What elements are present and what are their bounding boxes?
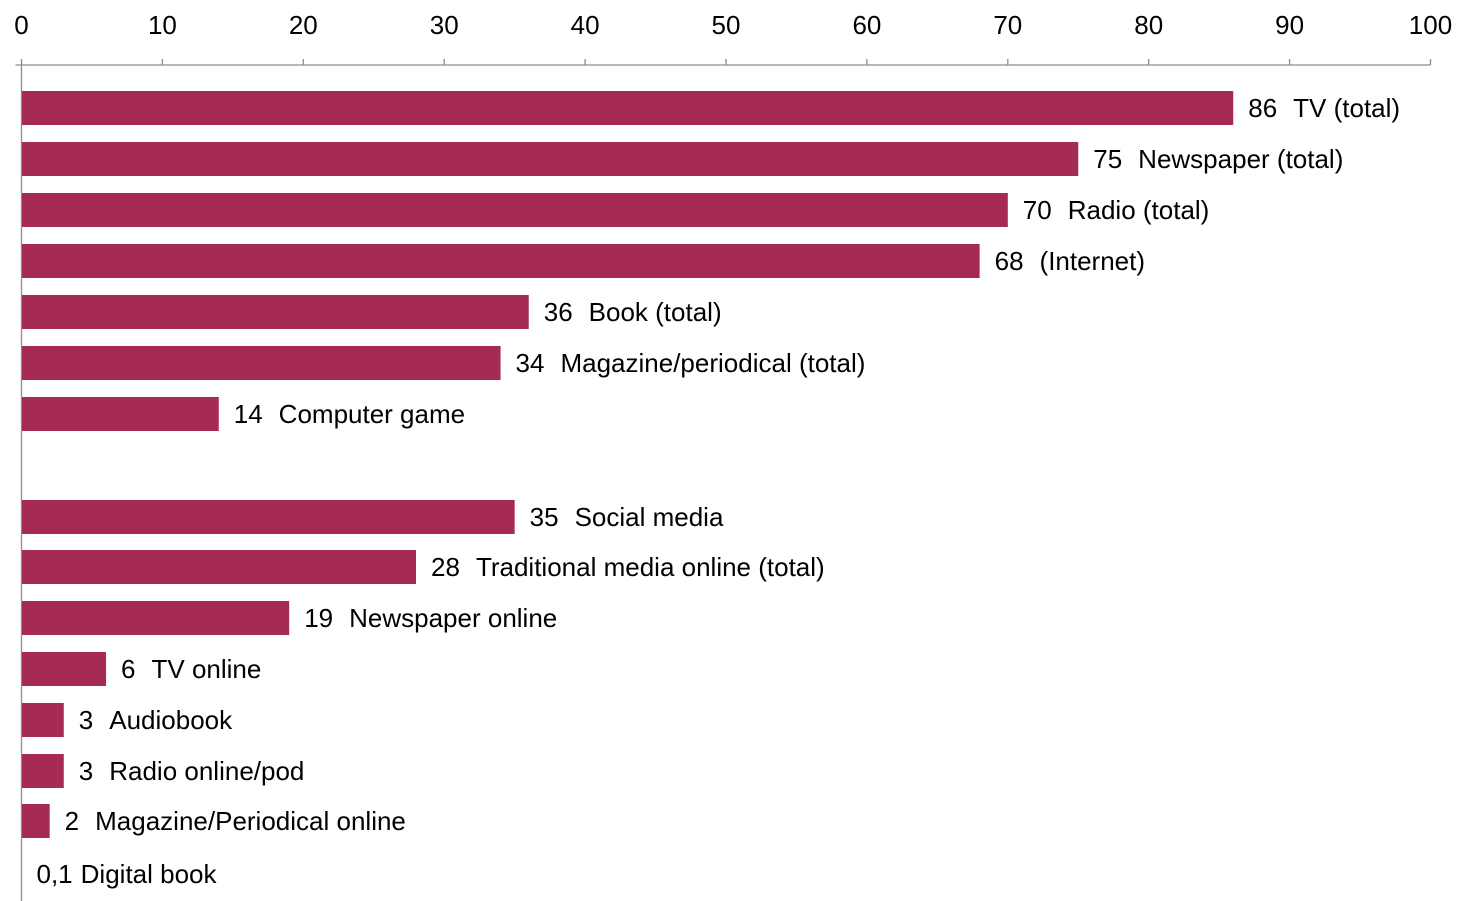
bar <box>22 244 980 278</box>
bar-category-label: Magazine/Periodical online <box>95 806 406 836</box>
bar <box>22 703 64 737</box>
bar-value-label: 36 <box>544 297 573 327</box>
bar-value-label: 68 <box>995 246 1024 276</box>
x-tick-label: 60 <box>852 10 881 40</box>
bar-category-label: Newspaper online <box>349 603 557 633</box>
x-tick-label: 50 <box>712 10 741 40</box>
bar-value-label: 14 <box>234 399 263 429</box>
x-axis: 0 10 20 30 40 50 60 70 80 90 100 <box>14 10 1452 901</box>
bar-category-label: Social media <box>575 502 724 532</box>
bar <box>22 804 50 838</box>
x-tick-label: 40 <box>571 10 600 40</box>
bar-category-label: TV (total) <box>1293 93 1400 123</box>
bar-value-label: 70 <box>1023 195 1052 225</box>
bar <box>22 346 501 380</box>
bar-labels: 86 TV (total) 75 Newspaper (total) 70 Radio (… <box>37 93 1401 889</box>
bar-category-label: Traditional media online (total) <box>476 552 825 582</box>
bar <box>22 142 1079 176</box>
bar-value-label: 19 <box>304 603 333 633</box>
bar-value-label: 0,1 <box>37 859 73 889</box>
bar <box>22 295 529 329</box>
bar-category-label: Computer game <box>279 399 465 429</box>
bar <box>22 193 1008 227</box>
bar-category-label: TV online <box>152 654 262 684</box>
bar <box>22 601 290 635</box>
bar-category-label: Digital book <box>81 859 218 889</box>
bar-value-label: 2 <box>65 806 79 836</box>
bar-value-label: 28 <box>431 552 460 582</box>
bar <box>22 550 417 584</box>
x-tick-label: 90 <box>1275 10 1304 40</box>
bar-category-label: Audiobook <box>109 705 233 735</box>
bar-category-label: Magazine/periodical (total) <box>560 348 865 378</box>
bar-value-label: 75 <box>1093 144 1122 174</box>
bar <box>22 500 515 534</box>
bar-category-label: Radio (total) <box>1068 195 1210 225</box>
x-tick-label: 0 <box>14 10 28 40</box>
x-tick-label: 20 <box>289 10 318 40</box>
bar <box>22 754 64 788</box>
bar-value-label: 3 <box>79 705 93 735</box>
bar-value-label: 6 <box>121 654 135 684</box>
x-tick-label: 30 <box>430 10 459 40</box>
bar-value-label: 3 <box>79 756 93 786</box>
x-tick-label: 100 <box>1409 10 1452 40</box>
x-tick-label: 10 <box>148 10 177 40</box>
x-tick-label: 70 <box>993 10 1022 40</box>
bar-category-label: Book (total) <box>589 297 722 327</box>
bar-category-label: Radio online/pod <box>109 756 304 786</box>
bar <box>22 91 1234 125</box>
bar <box>22 397 219 431</box>
bar-category-label: (Internet) <box>1040 246 1146 276</box>
bar-value-label: 86 <box>1248 93 1277 123</box>
x-tick-label: 80 <box>1134 10 1163 40</box>
bars <box>22 91 1234 838</box>
bar <box>22 652 107 686</box>
bar-value-label: 34 <box>516 348 545 378</box>
bar-category-label: Newspaper (total) <box>1138 144 1343 174</box>
bar-value-label: 35 <box>530 502 559 532</box>
